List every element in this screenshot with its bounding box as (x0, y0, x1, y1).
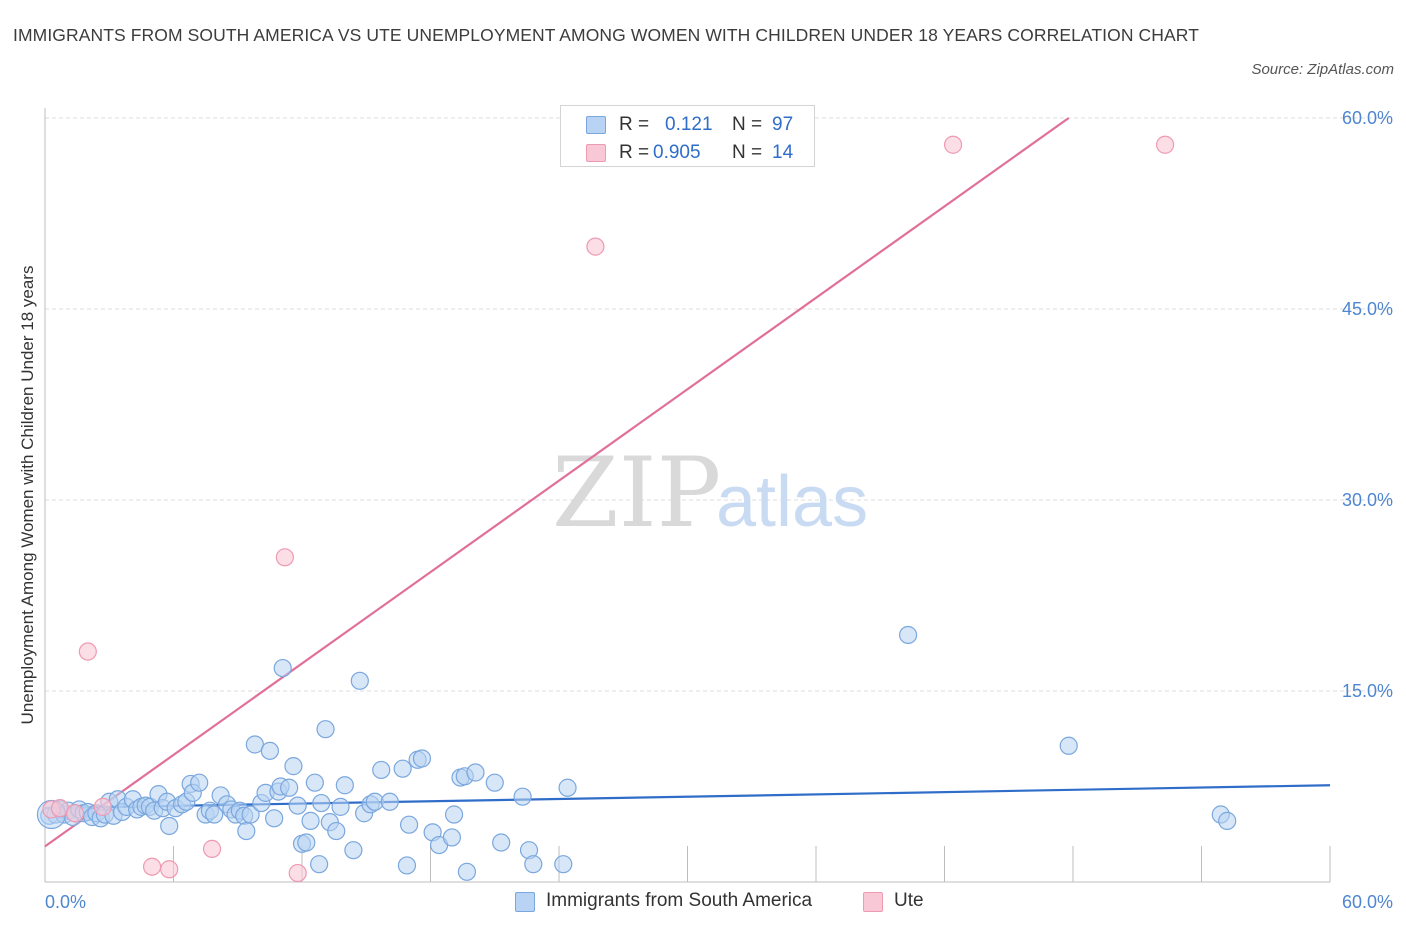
bottom-legend-label: Ute (894, 890, 924, 911)
data-point-immigrants (558, 778, 577, 797)
series-immigrants-points (36, 625, 1237, 881)
data-point-ute (65, 804, 85, 823)
data-point-immigrants (241, 805, 260, 824)
data-point-immigrants (350, 671, 369, 690)
data-point-immigrants (554, 855, 573, 874)
legend-n-label: N = (732, 142, 763, 163)
data-point-immigrants (485, 773, 504, 792)
legend-r-label: R = (619, 142, 650, 163)
data-point-immigrants (260, 741, 279, 760)
legend-n-label: N = (732, 114, 763, 135)
data-point-immigrants (310, 855, 329, 874)
data-point-immigrants (397, 856, 417, 875)
legend-r-value: 0.121 (665, 114, 713, 135)
watermark-zip: ZIP (552, 437, 721, 549)
series-ute-points (42, 135, 1175, 883)
tick-labels: 15.0% 30.0% 45.0% 60.0% 0.0% 60.0% (45, 108, 1393, 912)
bottom-legend-swatch-pink (863, 892, 883, 912)
data-point-immigrants (1218, 811, 1237, 830)
data-point-immigrants (237, 821, 256, 841)
data-point-immigrants (442, 828, 462, 847)
data-point-immigrants (160, 816, 179, 836)
y-tick-label: 30.0% (1342, 490, 1393, 510)
legend-n-value: 97 (772, 114, 794, 135)
data-point-immigrants (513, 787, 532, 806)
data-point-immigrants (190, 773, 209, 792)
data-point-ute (93, 797, 112, 816)
data-point-immigrants (312, 793, 331, 813)
data-point-immigrants (399, 815, 419, 834)
y-axis-label: Unemployment Among Women with Children U… (18, 266, 37, 725)
data-point-ute (288, 863, 307, 883)
data-point-ute (943, 135, 963, 154)
data-point-immigrants (205, 805, 224, 824)
data-point-immigrants (412, 749, 432, 768)
data-point-immigrants (327, 821, 346, 841)
legend-r-value: 0.905 (653, 142, 701, 163)
data-point-ute (78, 642, 97, 661)
chart-source: Source: ZipAtlas.com (1251, 61, 1394, 78)
data-point-immigrants (444, 805, 464, 824)
watermark: ZIP atlas (552, 437, 868, 549)
data-point-immigrants (305, 773, 324, 792)
data-point-immigrants (316, 720, 335, 739)
data-point-immigrants (265, 809, 284, 828)
trend-line-ute (44, 117, 1070, 848)
data-point-immigrants (466, 763, 485, 782)
data-point-ute (142, 857, 162, 876)
legend-swatch-pink (586, 144, 606, 162)
gridlines (45, 117, 1390, 692)
data-point-immigrants (1059, 736, 1078, 755)
x-tick-label-max: 60.0% (1342, 892, 1393, 912)
data-point-ute (1155, 135, 1175, 154)
y-tick-label: 15.0% (1342, 681, 1393, 701)
data-point-ute (275, 548, 294, 567)
bottom-legend-ute: Ute (863, 889, 943, 915)
data-point-immigrants (524, 855, 543, 874)
chart-title: IMMIGRANTS FROM SOUTH AMERICA VS UTE UNE… (13, 25, 1200, 45)
x-tick-label-min: 0.0% (45, 892, 86, 912)
legend-r-label: R = (619, 114, 650, 135)
data-point-immigrants (335, 776, 354, 795)
data-point-immigrants (898, 625, 918, 645)
data-point-ute (160, 860, 179, 879)
data-point-immigrants (393, 759, 412, 778)
bottom-legend-label: Immigrants from South America (546, 890, 813, 911)
data-point-immigrants (331, 797, 350, 816)
y-tick-label: 45.0% (1342, 299, 1393, 319)
watermark-atlas: atlas (716, 462, 868, 542)
legend-n-value: 14 (772, 142, 794, 163)
data-point-immigrants (284, 757, 303, 776)
bottom-legend-immigrants: Immigrants from South America (515, 889, 845, 915)
y-tick-label: 60.0% (1342, 108, 1393, 128)
data-point-ute (586, 237, 605, 256)
data-point-ute (202, 839, 222, 858)
data-point-immigrants (288, 796, 307, 815)
legend-swatch-blue (586, 116, 606, 134)
data-point-immigrants (380, 792, 399, 811)
data-point-immigrants (372, 760, 391, 780)
data-point-immigrants (273, 658, 292, 678)
correlation-legend: R = 0.121 N = 97 R = 0.905 N = 14 (560, 105, 815, 167)
data-point-immigrants (492, 833, 511, 852)
data-point-immigrants (457, 862, 477, 881)
data-point-immigrants (301, 811, 320, 830)
data-point-immigrants (280, 778, 299, 797)
bottom-legend-swatch-blue (515, 892, 535, 912)
data-point-immigrants (344, 841, 363, 860)
data-point-immigrants (297, 833, 316, 852)
